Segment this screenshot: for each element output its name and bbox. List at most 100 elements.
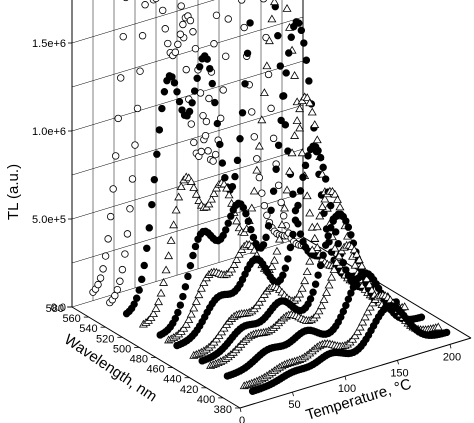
- data-point: [302, 191, 312, 200]
- x-axis-label: Temperature, °C: [304, 376, 414, 423]
- data-point: [191, 297, 201, 305]
- data-point: [229, 260, 239, 268]
- data-point: [296, 187, 305, 195]
- data-point: [360, 312, 370, 321]
- data-point: [327, 201, 335, 210]
- data-point: [191, 189, 201, 198]
- data-point: [259, 88, 269, 97]
- data-point: [222, 226, 230, 234]
- series-560: [106, 0, 308, 307]
- data-point: [234, 249, 244, 258]
- data-point: [321, 241, 330, 249]
- data-point: [269, 0, 279, 6]
- data-point: [176, 30, 185, 38]
- x-tick-label: 150: [390, 367, 408, 379]
- data-point: [228, 182, 237, 191]
- data-point: [119, 32, 127, 41]
- x-tick-mark: [344, 376, 347, 381]
- data-point: [211, 183, 221, 192]
- data-point: [264, 36, 274, 45]
- data-point: [312, 222, 322, 231]
- data-point: [118, 265, 127, 274]
- data-point: [290, 71, 300, 79]
- data-point: [169, 220, 179, 229]
- data-point: [161, 25, 169, 33]
- data-point: [264, 222, 273, 230]
- data-point: [174, 308, 182, 317]
- y-tick-label: 480: [130, 354, 148, 366]
- data-point: [295, 19, 303, 27]
- data-point: [281, 264, 290, 272]
- x-tick-label: 100: [338, 383, 356, 395]
- data-point: [302, 56, 311, 64]
- data-point: [227, 264, 237, 273]
- data-point: [267, 206, 275, 214]
- data-point: [258, 189, 266, 197]
- data-point: [292, 293, 302, 302]
- data-point: [244, 217, 253, 225]
- data-point: [295, 289, 305, 298]
- data-point: [247, 203, 257, 212]
- data-point: [179, 20, 187, 29]
- data-point: [209, 157, 217, 165]
- data-point: [301, 161, 310, 170]
- data-point: [282, 69, 290, 77]
- data-point: [182, 65, 190, 74]
- data-point: [417, 313, 426, 321]
- data-point: [104, 235, 112, 243]
- data-point: [334, 251, 344, 260]
- data-point: [297, 283, 307, 292]
- data-point: [327, 272, 337, 281]
- data-point: [277, 198, 285, 207]
- data-point: [289, 190, 297, 198]
- data-point: [175, 97, 184, 106]
- data-point: [184, 315, 194, 324]
- data-point: [94, 280, 102, 289]
- data-point: [176, 301, 185, 309]
- data-point: [312, 243, 322, 251]
- data-point: [250, 133, 258, 141]
- data-point: [339, 259, 348, 267]
- data-point: [274, 141, 283, 149]
- data-point: [216, 140, 224, 149]
- data-point: [255, 173, 264, 182]
- data-point: [151, 304, 161, 312]
- data-point: [324, 232, 332, 240]
- y-tick-label: 400: [197, 394, 215, 406]
- y-tick-label: 580: [46, 303, 64, 315]
- data-point: [240, 23, 248, 32]
- data-point: [190, 138, 198, 147]
- data-point: [320, 194, 330, 203]
- data-point: [332, 228, 340, 236]
- data-point: [296, 230, 305, 238]
- data-point: [314, 146, 322, 155]
- data-point: [317, 202, 327, 210]
- data-point: [332, 195, 342, 203]
- data-point: [140, 261, 148, 270]
- data-point: [170, 79, 179, 87]
- data-point: [96, 274, 105, 282]
- data-point: [311, 310, 321, 319]
- data-point: [238, 109, 247, 117]
- data-point: [342, 217, 350, 225]
- data-point: [177, 2, 185, 10]
- data-point: [285, 49, 293, 57]
- data-point: [241, 80, 249, 88]
- data-point: [222, 52, 230, 61]
- data-point: [154, 297, 164, 306]
- series-layer: [89, 0, 451, 395]
- data-point: [248, 108, 256, 116]
- data-point: [187, 120, 195, 128]
- data-point: [186, 261, 195, 270]
- data-point: [314, 306, 324, 315]
- data-point: [295, 104, 305, 113]
- data-point: [316, 153, 325, 162]
- data-point: [205, 94, 213, 103]
- data-point: [262, 61, 272, 70]
- data-point: [176, 182, 186, 191]
- data-point: [310, 233, 320, 242]
- y-tick-label: 440: [163, 374, 181, 386]
- z-tick-label: 1.5e+6: [32, 38, 66, 50]
- data-point: [186, 177, 196, 185]
